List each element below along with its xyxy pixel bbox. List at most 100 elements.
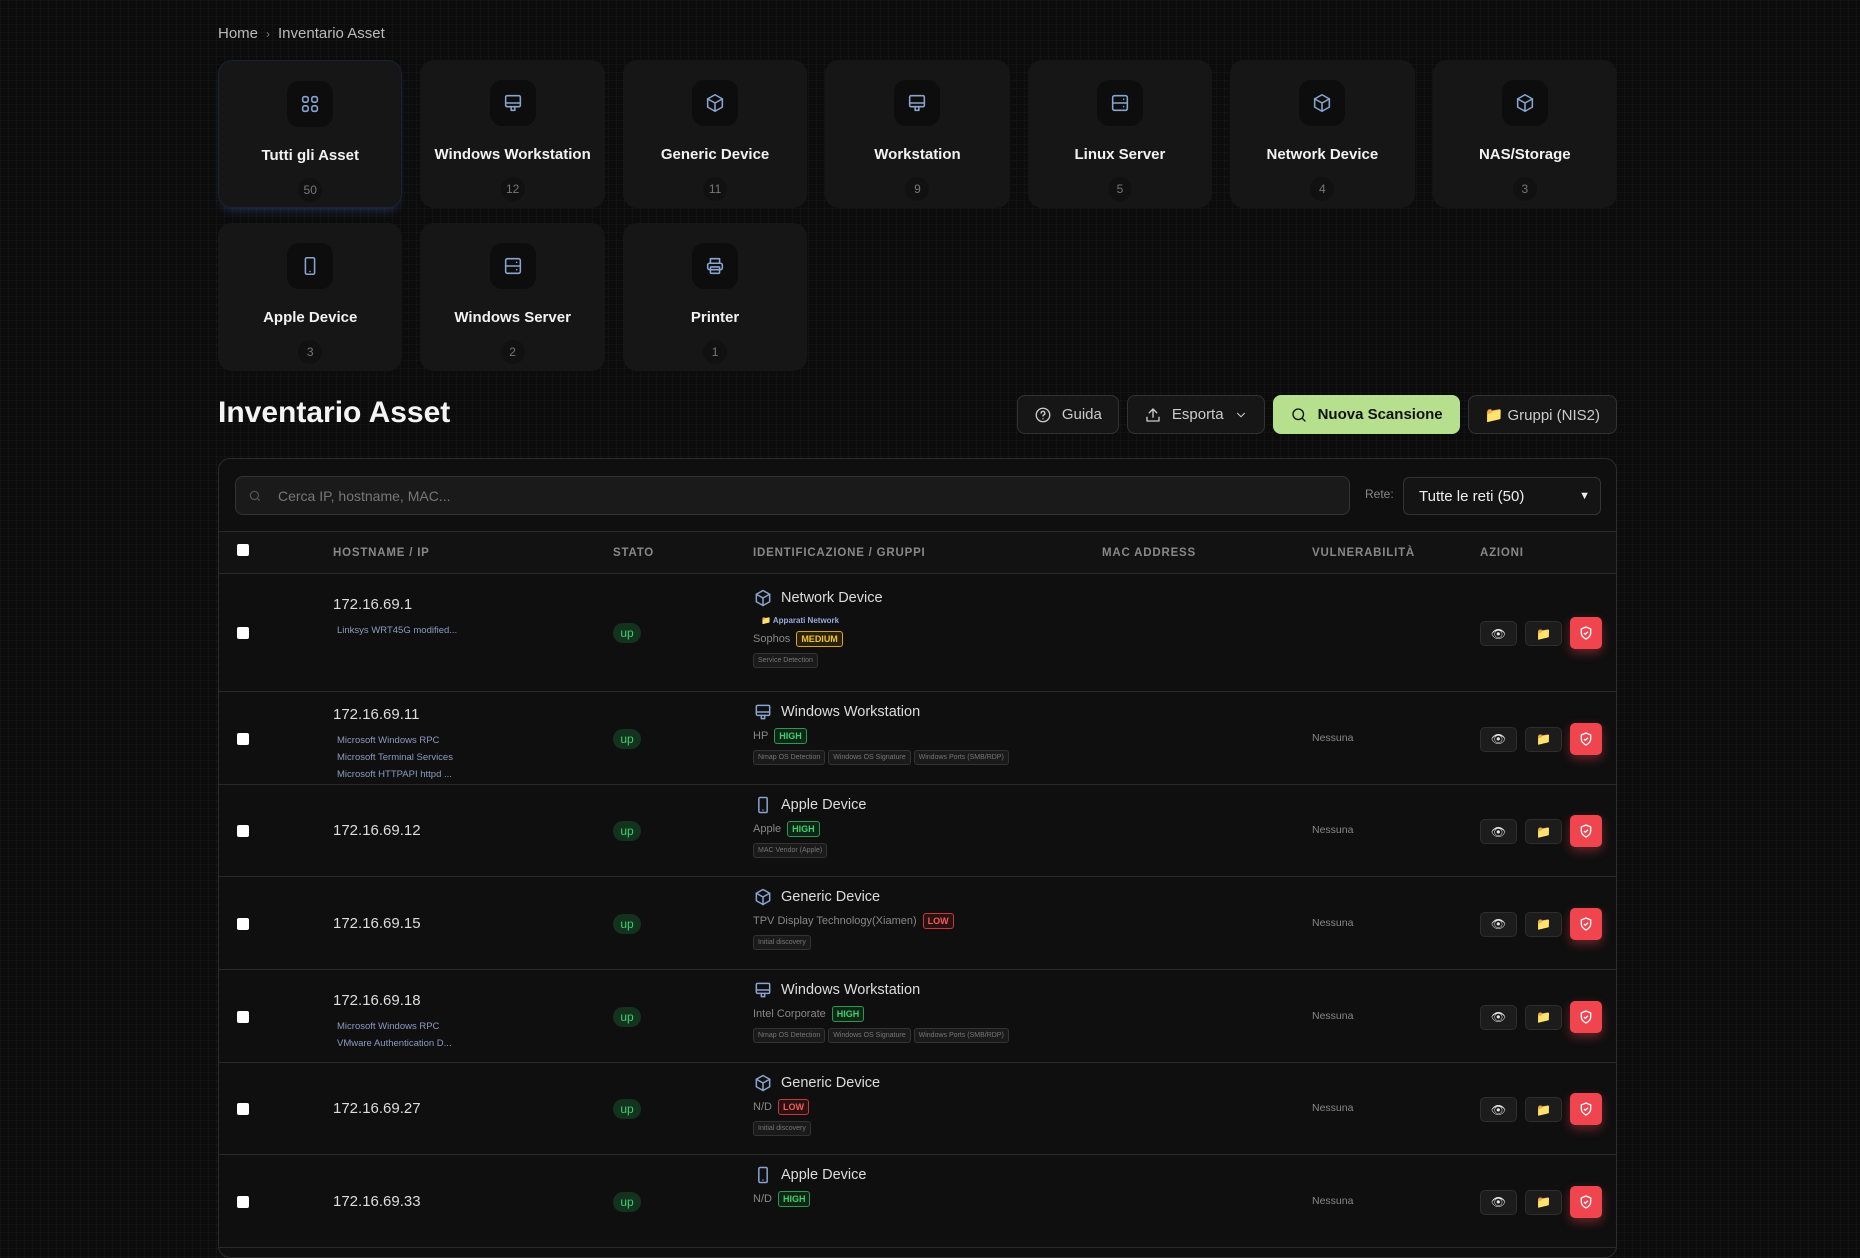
view-button[interactable]: 👁 <box>1480 726 1517 752</box>
col-identification[interactable]: IDENTIFICAZIONE / GRUPPI <box>753 547 926 559</box>
phone-icon <box>758 1166 768 1184</box>
table-row[interactable]: 172.16.69.18 Microsoft Windows RPC VMware… <box>219 970 1616 1063</box>
box-icon <box>755 589 771 607</box>
vulnerability-value: Nessuna <box>1312 731 1354 744</box>
export-button[interactable]: Esporta <box>1126 395 1265 434</box>
new-scan-button[interactable]: Nuova Scansione <box>1272 395 1460 434</box>
table-row[interactable]: 172.16.69.15 up Generic Device TPV Displ… <box>219 877 1616 970</box>
source-tags: MAC Vendor (Apple) <box>753 843 866 858</box>
vulnerability-scan-button[interactable] <box>1570 815 1602 847</box>
vulnerability-scan-button[interactable] <box>1570 722 1602 755</box>
row-checkbox[interactable] <box>237 917 249 930</box>
source-tags: Nmap OS Detection Windows OS Signature Win… <box>753 750 1009 765</box>
row-checkbox[interactable] <box>237 1103 249 1115</box>
view-button[interactable]: 👁 <box>1480 1004 1517 1030</box>
source-tag: Windows OS Signature <box>828 750 911 765</box>
col-hostname[interactable]: HOSTNAME / IP <box>333 547 430 559</box>
ip-address[interactable]: 172.16.69.33 <box>333 1192 421 1210</box>
category-card[interactable]: NAS/Storage 3 <box>1432 60 1617 208</box>
col-mac[interactable]: MAC ADDRESS <box>1102 547 1196 559</box>
vendor-line: N/D HIGH <box>753 1191 866 1207</box>
view-button[interactable]: 👁 <box>1480 1097 1517 1122</box>
category-name: NAS/Storage <box>1478 146 1571 163</box>
category-card[interactable]: Tutti gli Asset 50 <box>218 60 403 208</box>
service-tag: Linksys WRT45G modified... <box>337 625 458 636</box>
vendor-line: TPV Display Technology(Xiamen) LOW <box>753 913 954 929</box>
vendor: Apple <box>753 823 782 835</box>
device-type: Generic Device <box>753 1073 880 1093</box>
ip-address[interactable]: 172.16.69.11 <box>333 706 420 723</box>
vulnerability-scan-button[interactable] <box>1570 1185 1602 1218</box>
category-count: 3 <box>1512 177 1537 201</box>
ip-address[interactable]: 172.16.69.18 <box>333 992 421 1009</box>
row-actions: 👁 📁 <box>1480 1000 1602 1033</box>
view-button[interactable]: 👁 <box>1480 819 1517 844</box>
group-tag[interactable]: 📁 Apparati Network <box>761 616 840 625</box>
category-card[interactable]: Workstation 9 <box>825 60 1010 208</box>
assign-group-button[interactable]: 📁 <box>1525 1004 1562 1030</box>
network-select[interactable]: Tutte le reti (50) ▼ <box>1403 477 1601 515</box>
category-card[interactable]: Network Device 4 <box>1230 60 1415 208</box>
vendor: HP <box>753 730 769 742</box>
view-button[interactable]: 👁 <box>1480 1189 1517 1215</box>
eye-icon: 👁 <box>1490 824 1507 839</box>
table-row[interactable]: 172.16.69.12 up Apple Device Apple HIGH M… <box>219 785 1616 877</box>
table-row[interactable]: 172.16.69.11 Microsoft Windows RPC Micros… <box>219 692 1616 785</box>
search-input[interactable] <box>278 487 1278 504</box>
hostname-cell: 172.16.69.18 Microsoft Windows RPC VMware… <box>333 992 563 1049</box>
service-tag: Microsoft Terminal Services <box>337 752 453 763</box>
device-type: Windows Workstation <box>753 702 1009 722</box>
category-card[interactable]: Windows Server 2 <box>420 223 605 371</box>
col-vulnerability[interactable]: VULNERABILITÀ <box>1312 547 1416 559</box>
status-badge: up <box>613 623 641 643</box>
assign-group-button[interactable]: 📁 <box>1525 1189 1562 1215</box>
assign-group-button[interactable]: 📁 <box>1525 1097 1562 1122</box>
breadcrumb-separator: › <box>266 26 271 41</box>
category-name: Apple Device <box>263 309 358 326</box>
select-all-checkbox[interactable] <box>237 544 249 556</box>
row-checkbox[interactable] <box>237 732 249 745</box>
table-row[interactable]: 172.16.69.1 Linksys WRT45G modified... u… <box>219 574 1616 692</box>
ip-address[interactable]: 172.16.69.12 <box>333 822 421 839</box>
source-tag: Windows OS Signature <box>828 1028 911 1043</box>
identification-cell: Apple Device N/D HIGH <box>753 1165 866 1207</box>
view-button[interactable]: 👁 <box>1480 621 1517 646</box>
assign-group-button[interactable]: 📁 <box>1525 621 1562 646</box>
service-tag: VMware Authentication D... <box>337 1038 452 1049</box>
service-tag: Microsoft HTTPAPI httpd ... <box>337 769 452 780</box>
ip-address[interactable]: 172.16.69.27 <box>333 1100 421 1117</box>
vulnerability-scan-button[interactable] <box>1570 1093 1602 1125</box>
groups-button[interactable]: 📁 Gruppi (NIS2) <box>1467 395 1617 434</box>
assign-group-button[interactable]: 📁 <box>1525 911 1562 937</box>
guide-button[interactable]: Guida <box>1016 395 1119 434</box>
row-checkbox[interactable] <box>237 1010 249 1023</box>
table-row[interactable]: 172.16.69.27 up Generic Device N/D LOW In… <box>219 1063 1616 1155</box>
category-card[interactable]: Windows Workstation 12 <box>420 60 605 208</box>
ip-address[interactable]: 172.16.69.15 <box>333 914 421 932</box>
grid-icon <box>302 95 319 113</box>
breadcrumb-home[interactable]: Home <box>218 25 259 42</box>
col-status[interactable]: STATO <box>613 547 655 559</box>
row-checkbox[interactable] <box>237 1195 249 1208</box>
table-row[interactable]: 172.16.69.33 up Apple Device N/D HIGH Nes… <box>219 1155 1616 1248</box>
vulnerability-scan-button[interactable] <box>1570 907 1602 940</box>
assign-group-button[interactable]: 📁 <box>1525 819 1562 844</box>
row-checkbox[interactable] <box>237 627 249 639</box>
folder-icon: 📁 <box>1536 626 1551 641</box>
phone-icon <box>304 256 316 276</box>
category-card[interactable]: Generic Device 11 <box>622 60 808 208</box>
source-tag: Initial discovery <box>753 1121 811 1136</box>
category-card[interactable]: Apple Device 3 <box>218 223 403 371</box>
category-card[interactable]: Linux Server 5 <box>1027 60 1213 208</box>
row-actions: 👁 📁 <box>1480 907 1602 940</box>
vulnerability-scan-button[interactable] <box>1570 1000 1602 1033</box>
vulnerability-scan-button[interactable] <box>1570 617 1602 649</box>
search-box[interactable] <box>235 476 1350 515</box>
ip-address[interactable]: 172.16.69.1 <box>333 596 413 613</box>
folder-icon: 📁 <box>1536 1195 1551 1209</box>
monitor-icon <box>504 94 521 112</box>
row-checkbox[interactable] <box>237 825 249 837</box>
category-card[interactable]: Printer 1 <box>622 223 808 371</box>
assign-group-button[interactable]: 📁 <box>1525 726 1562 752</box>
view-button[interactable]: 👁 <box>1480 911 1517 937</box>
